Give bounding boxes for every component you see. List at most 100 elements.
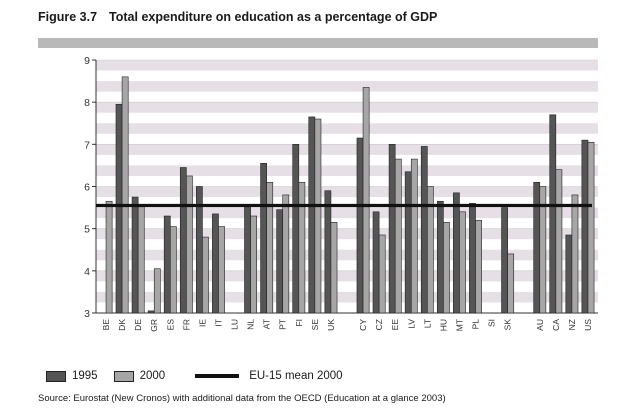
y-tick-label: 3 — [84, 308, 90, 320]
y-tick-label: 4 — [84, 266, 90, 278]
bar-2000-es — [169, 226, 177, 314]
chart-header-band — [38, 38, 598, 48]
legend-swatch-1995 — [46, 370, 66, 382]
bar-2000-nl — [250, 215, 258, 314]
bar-1995-pt — [276, 209, 284, 314]
x-tick-label: FR — [181, 319, 191, 330]
x-tick-label: SI — [487, 319, 497, 327]
y-tick-label: 6 — [84, 182, 90, 194]
bar-1995-se — [308, 116, 316, 314]
bar-2000-se — [314, 118, 322, 314]
bar-2000-pl — [475, 219, 482, 314]
bar-2000-us — [587, 141, 595, 314]
plot-band — [96, 186, 598, 198]
plot-band — [96, 291, 598, 303]
bar-1995-it — [212, 213, 219, 314]
bar-1995-nz — [565, 234, 573, 314]
x-tick-label: HU — [438, 319, 448, 331]
bar-2000-it — [218, 226, 225, 314]
bar-1995-cz — [372, 211, 380, 314]
x-tick-label: AT — [262, 319, 272, 329]
plot-band — [96, 270, 598, 282]
figure-title: Figure 3.7 Total expenditure on education… — [38, 10, 437, 24]
bar-1995-ca — [549, 114, 557, 314]
x-tick-label: SK — [503, 319, 513, 331]
bar-2000-uk — [330, 222, 338, 314]
bar-2000-ie — [202, 236, 209, 314]
x-tick-label: BE — [101, 319, 111, 331]
bar-chart: 3 4 5 6 7 8 9 BE DK DE GR ES FR IE IT LU NL AT PT FI SE UK CY C… — [38, 38, 598, 332]
x-tick-label: LV — [406, 319, 416, 329]
x-tick-label: IT — [213, 319, 223, 327]
bar-1995-de — [131, 196, 139, 314]
bar-2000-lv — [410, 158, 418, 314]
x-tick-label: LT — [422, 319, 432, 328]
bar-2000-pt — [282, 194, 290, 314]
plot-band — [96, 207, 598, 219]
y-tick-label: 9 — [84, 55, 90, 67]
x-tick-label: CA — [551, 319, 561, 331]
bar-2000-cy — [362, 87, 370, 314]
bar-2000-nz — [571, 194, 579, 314]
x-tick-label: CZ — [374, 319, 384, 330]
bar-2000-hu — [443, 222, 450, 314]
legend-label-2000: 2000 — [139, 370, 166, 382]
bar-2000-ee — [394, 158, 402, 314]
x-tick-label: MT — [454, 319, 464, 331]
bar-1995-sk — [501, 207, 508, 314]
plot-band — [96, 81, 598, 92]
bar-2000-lt — [427, 186, 434, 314]
bar-1995-ee — [388, 144, 396, 314]
plot-band — [96, 165, 598, 176]
legend-swatch-2000 — [113, 370, 134, 382]
bar-1995-lv — [404, 171, 412, 314]
bar-1995-es — [163, 215, 171, 314]
plot-band — [96, 144, 598, 155]
y-tick-label: 8 — [84, 97, 90, 109]
bar-2000-at — [266, 181, 274, 314]
figure-title-text: Total expenditure on education as a perc… — [109, 10, 438, 24]
bar-1995-fi — [292, 144, 300, 314]
bar-1995-hu — [436, 200, 444, 314]
x-tick-label: LU — [230, 319, 240, 330]
bar-1995-us — [581, 139, 589, 314]
x-tick-label: EE — [390, 319, 400, 331]
bar-1995-lt — [420, 146, 428, 314]
chart-legend: 1995 2000 EU-15 mean 2000 — [46, 370, 343, 382]
x-tick-label: US — [583, 319, 593, 331]
x-tick-label: UK — [326, 319, 336, 331]
bar-2000-sk — [507, 253, 515, 314]
plot-band — [96, 60, 598, 71]
bar-2000-dk — [121, 76, 129, 314]
bar-2000-fi — [298, 181, 306, 314]
bar-2000-ca — [555, 169, 563, 314]
figure-number: Figure 3.7 — [38, 10, 98, 24]
bar-1995-fr — [179, 167, 187, 314]
plot-band — [96, 123, 598, 134]
x-tick-label: NZ — [567, 319, 577, 330]
x-tick-label: IE — [197, 319, 207, 327]
plot-band — [96, 249, 598, 261]
source-note: Source: Eurostat (New Cronos) with addit… — [38, 393, 446, 404]
x-tick-label: CY — [358, 319, 368, 331]
bar-1995-pl — [469, 203, 476, 314]
plot-band — [96, 102, 598, 113]
bar-2000-gr — [153, 268, 161, 314]
x-tick-label: PL — [471, 319, 481, 330]
y-tick-label: 7 — [84, 139, 90, 151]
x-tick-label: AU — [535, 319, 545, 331]
x-tick-label: ES — [165, 319, 175, 331]
bar-1995-nl — [244, 205, 251, 314]
bar-1995-gr — [147, 310, 155, 314]
legend-swatch-mean — [195, 374, 240, 378]
x-tick-label: GR — [149, 319, 159, 332]
bar-1995-mt — [453, 192, 460, 314]
bar-1995-cy — [356, 137, 364, 314]
bar-2000-cz — [378, 234, 386, 314]
x-tick-label: SE — [310, 319, 320, 331]
legend-label-mean: EU-15 mean 2000 — [249, 370, 343, 382]
x-tick-label: FI — [294, 319, 304, 327]
legend-label-1995: 1995 — [72, 370, 98, 382]
bar-1995-at — [260, 163, 267, 314]
x-tick-label: PT — [278, 319, 288, 330]
